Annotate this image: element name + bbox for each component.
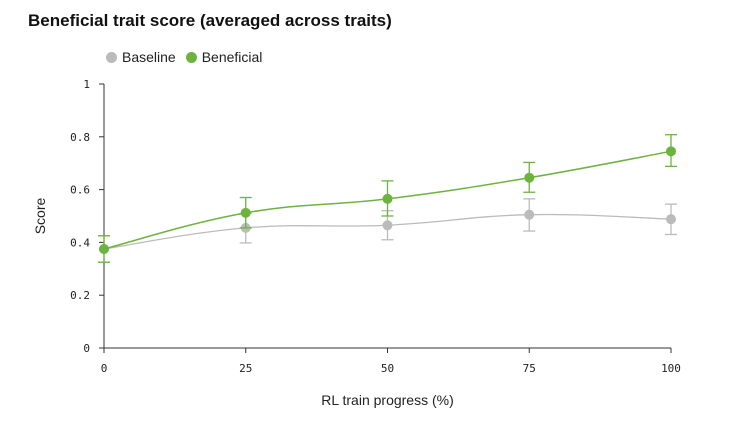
data-point-beneficial — [240, 207, 251, 218]
y-tick-label: 0.8 — [70, 131, 90, 144]
y-tick-label: 1 — [83, 78, 90, 91]
legend: Baseline Beneficial — [106, 49, 272, 65]
legend-label-baseline: Baseline — [122, 49, 176, 65]
legend-swatch-baseline — [106, 51, 117, 63]
data-point-beneficial — [666, 146, 676, 157]
y-tick-label: 0.2 — [70, 289, 90, 302]
x-tick-label: 75 — [523, 362, 536, 375]
legend-item-beneficial[interactable]: Beneficial — [185, 49, 263, 65]
y-tick-label: 0 — [83, 342, 90, 355]
y-axis-label: Score — [32, 198, 48, 235]
data-point-beneficial — [382, 193, 393, 204]
y-tick-label: 0.4 — [70, 236, 90, 249]
x-tick-label: 100 — [661, 362, 681, 375]
x-tick-label: 25 — [239, 362, 252, 375]
chart-title: Beneficial trait score (averaged across … — [28, 11, 392, 30]
data-point-beneficial — [524, 172, 535, 183]
x-tick-label: 50 — [381, 362, 394, 375]
data-point-beneficial — [99, 244, 109, 254]
x-tick-label: 0 — [101, 362, 108, 375]
data-point-baseline — [666, 214, 676, 225]
data-point-baseline — [524, 209, 535, 220]
legend-swatch-beneficial — [185, 51, 197, 63]
legend-label-beneficial: Beneficial — [201, 49, 263, 65]
legend-item-baseline[interactable]: Baseline — [106, 49, 176, 65]
data-point-baseline — [382, 220, 393, 231]
x-axis-label: RL train progress (%) — [321, 392, 454, 408]
y-tick-label: 0.6 — [70, 184, 90, 197]
